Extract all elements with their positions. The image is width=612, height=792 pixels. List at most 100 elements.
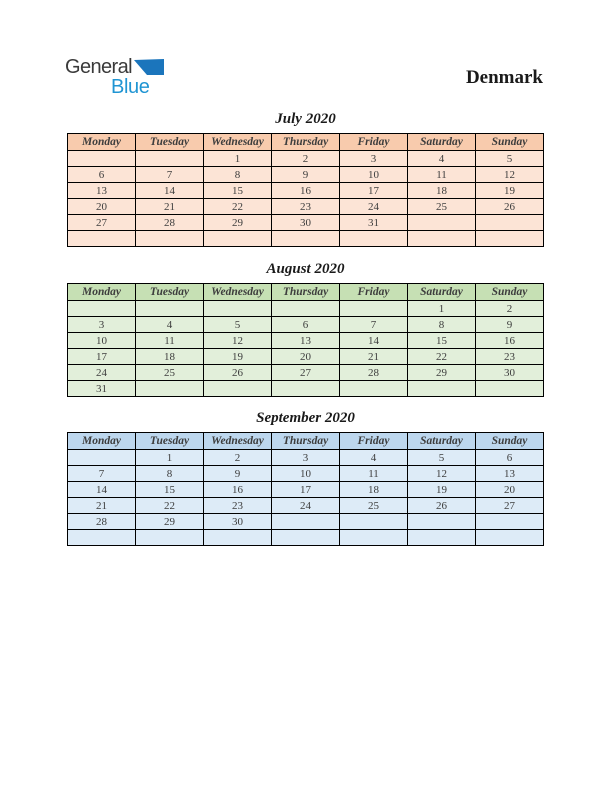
day-cell-july-1: 1 [203, 150, 272, 167]
week-row: 7 8 9 10 11 12 13 [67, 465, 544, 482]
day-cell-july-6: 6 [67, 166, 136, 183]
weekday-header-wednesday: Wednesday [203, 283, 272, 301]
day-cell-august-31: 31 [67, 380, 136, 397]
week-row: 20 21 22 23 24 25 26 [67, 198, 544, 215]
day-cell-july-25: 25 [407, 198, 476, 215]
day-cell-september-5: 5 [407, 449, 476, 466]
day-cell-august-3: 3 [67, 316, 136, 333]
week-row: 14 15 16 17 18 19 20 [67, 481, 544, 498]
day-cell-july-9: 9 [271, 166, 340, 183]
country-title: Denmark [465, 67, 543, 88]
weekday-header-tuesday: Tuesday [135, 133, 204, 151]
week-row: 28 29 30 [67, 513, 544, 530]
day-cell-september-30: 30 [203, 513, 272, 530]
weekday-header-monday: Monday [67, 283, 136, 301]
day-cell-empty [407, 513, 476, 530]
day-cell-july-22: 22 [203, 198, 272, 215]
weekday-header-thursday: Thursday [271, 133, 340, 151]
day-cell-august-17: 17 [67, 348, 136, 365]
day-cell-july-7: 7 [135, 166, 204, 183]
month-section-september: September 2020 Monday Tuesday Wednesday Thu… [67, 407, 544, 546]
day-cell-empty [203, 529, 272, 546]
day-cell-july-17: 17 [339, 182, 408, 199]
day-cell-august-25: 25 [135, 364, 204, 381]
day-cell-september-25: 25 [339, 497, 408, 514]
weekday-header-saturday: Saturday [407, 432, 476, 450]
month-title-august: August 2020 [266, 261, 345, 277]
week-row: 21 22 23 24 25 26 27 [67, 497, 544, 514]
day-cell-september-15: 15 [135, 481, 204, 498]
day-cell-july-14: 14 [135, 182, 204, 199]
day-cell-empty [475, 214, 544, 231]
day-cell-september-2: 2 [203, 449, 272, 466]
day-cell-september-29: 29 [135, 513, 204, 530]
day-cell-august-4: 4 [135, 316, 204, 333]
day-cell-july-3: 3 [339, 150, 408, 167]
day-cell-august-5: 5 [203, 316, 272, 333]
day-cell-august-2: 2 [475, 300, 544, 317]
day-cell-august-15: 15 [407, 332, 476, 349]
day-cell-august-1: 1 [407, 300, 476, 317]
day-cell-empty [67, 300, 136, 317]
day-cell-empty [135, 300, 204, 317]
day-cell-empty [339, 300, 408, 317]
day-cell-july-2: 2 [271, 150, 340, 167]
day-cell-july-16: 16 [271, 182, 340, 199]
day-cell-july-21: 21 [135, 198, 204, 215]
week-row [67, 529, 544, 546]
day-cell-september-21: 21 [67, 497, 136, 514]
day-cell-july-12: 12 [475, 166, 544, 183]
calendar-table-august: Monday Tuesday Wednesday Thursday Friday Satu… [67, 283, 544, 397]
day-cell-august-13: 13 [271, 332, 340, 349]
day-cell-empty [271, 380, 340, 397]
week-row: 27 28 29 30 31 [67, 214, 544, 231]
day-cell-july-18: 18 [407, 182, 476, 199]
day-cell-september-8: 8 [135, 465, 204, 482]
weekday-header-sunday: Sunday [475, 133, 544, 151]
day-cell-august-26: 26 [203, 364, 272, 381]
day-cell-september-3: 3 [271, 449, 340, 466]
day-cell-empty [339, 380, 408, 397]
calendar-table-july: Monday Tuesday Wednesday Thursday Friday Satu… [67, 133, 544, 247]
day-cell-september-4: 4 [339, 449, 408, 466]
weekday-header-row: Monday Tuesday Wednesday Thursday Friday Satu… [67, 432, 544, 450]
day-cell-july-29: 29 [203, 214, 272, 231]
day-cell-july-13: 13 [67, 182, 136, 199]
weekday-header-wednesday: Wednesday [203, 133, 272, 151]
day-cell-july-5: 5 [475, 150, 544, 167]
day-cell-september-26: 26 [407, 497, 476, 514]
day-cell-august-30: 30 [475, 364, 544, 381]
day-cell-september-28: 28 [67, 513, 136, 530]
week-row: 17 18 19 20 21 22 23 [67, 348, 544, 365]
day-cell-september-19: 19 [407, 481, 476, 498]
weekday-header-row: Monday Tuesday Wednesday Thursday Friday Satu… [67, 133, 544, 151]
weekday-header-tuesday: Tuesday [135, 283, 204, 301]
day-cell-september-6: 6 [475, 449, 544, 466]
weekday-header-sunday: Sunday [475, 432, 544, 450]
document-header: General Blue Denmark [0, 0, 612, 110]
day-cell-august-27: 27 [271, 364, 340, 381]
day-cell-september-1: 1 [135, 449, 204, 466]
day-cell-empty [407, 529, 476, 546]
day-cell-empty [475, 529, 544, 546]
day-cell-empty [203, 300, 272, 317]
day-cell-empty [135, 529, 204, 546]
day-cell-august-12: 12 [203, 332, 272, 349]
day-cell-july-23: 23 [271, 198, 340, 215]
day-cell-august-28: 28 [339, 364, 408, 381]
day-cell-september-7: 7 [67, 465, 136, 482]
week-row: 31 [67, 380, 544, 397]
day-cell-july-20: 20 [67, 198, 136, 215]
weekday-header-saturday: Saturday [407, 283, 476, 301]
day-cell-empty [339, 513, 408, 530]
day-cell-august-14: 14 [339, 332, 408, 349]
day-cell-empty [271, 230, 340, 247]
day-cell-empty [271, 300, 340, 317]
weekday-header-monday: Monday [67, 133, 136, 151]
day-cell-september-14: 14 [67, 481, 136, 498]
